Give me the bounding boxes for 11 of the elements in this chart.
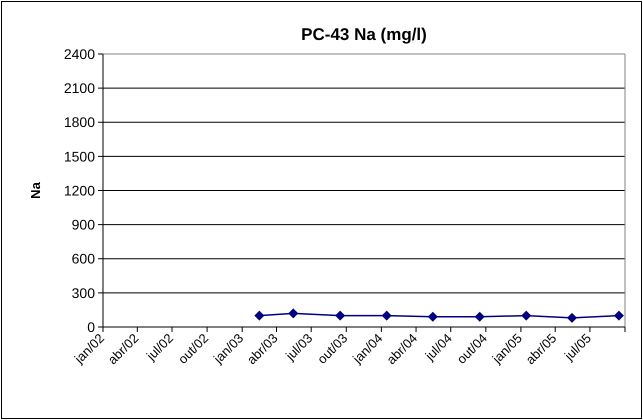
y-tick-label: 600 — [72, 250, 96, 267]
y-tick-label: 300 — [72, 284, 96, 301]
y-tick-label: 900 — [72, 216, 96, 233]
y-tick-label: 1200 — [64, 182, 96, 198]
y-tick-label: 0 — [87, 318, 96, 335]
y-tick-label: 1500 — [64, 148, 96, 164]
y-tick-label: 2100 — [64, 80, 96, 96]
chart-title: PC-43 Na (mg/l) — [301, 25, 427, 44]
y-tick-label: 2400 — [64, 46, 96, 62]
y-axis-title: Na — [28, 181, 43, 199]
y-tick-label: 1800 — [64, 114, 96, 130]
